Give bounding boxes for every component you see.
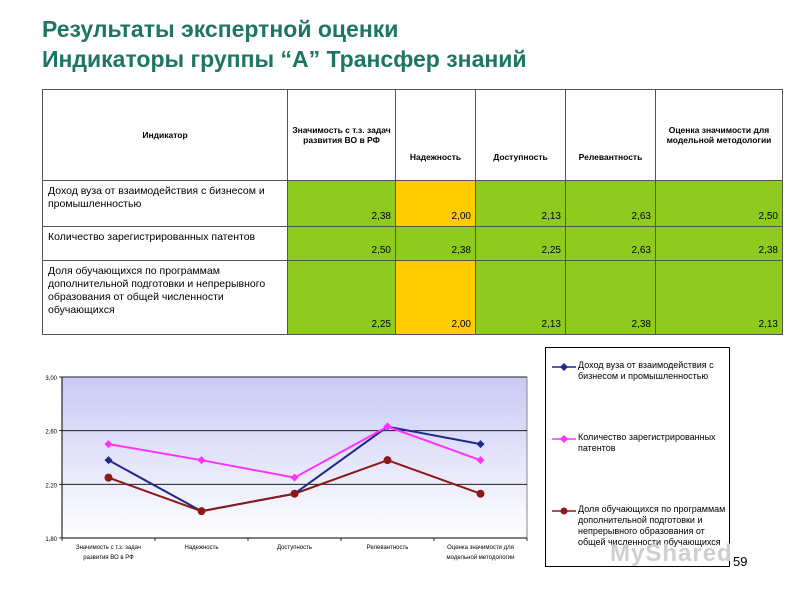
row-label: Доход вуза от взаимодействия с бизнесом … [42,180,288,227]
table-cell: 2,13 [475,260,566,335]
table-cell: 2,63 [565,226,656,261]
data-point [383,422,392,431]
legend-label: Количество зарегистрированных патентов [578,432,716,453]
table-row: Доля обучающихся по программам дополните… [42,260,783,335]
chart-legend: Доход вуза от взаимодействия с бизнесом … [545,347,730,567]
table-cell: 2,38 [287,180,396,227]
title-line-1: Результаты экспертной оценки [42,16,399,42]
column-header: Значимость с т.з. задач развития ВО в РФ [287,89,396,181]
table-cell: 2,38 [655,226,783,261]
table-cell: 2,13 [655,260,783,335]
table-cell: 2,50 [287,226,396,261]
table-cell: 2,63 [565,180,656,227]
x-tick-label: Релевантность [367,545,409,551]
data-point [197,456,206,465]
page-number: 59 [733,554,748,569]
table-row: Доход вуза от взаимодействия с бизнесом … [42,180,783,227]
legend-marker-circle-darkred [552,507,576,515]
slide-title: Результаты экспертной оценки Индикаторы … [42,14,782,74]
table-cell: 2,13 [475,180,566,227]
legend-label: Доход вуза от взаимодействия с бизнесом … [578,360,714,381]
indicator-table: Индикатор Значимость с т.з. задач развит… [42,89,783,335]
table-row: Количество зарегистрированных патентов 2… [42,226,783,261]
data-point [104,440,113,449]
plot-area [61,376,528,539]
watermark-logo: MyShared [610,540,733,567]
x-tick-label: развития ВО в РФ [83,555,134,561]
data-point [476,456,485,465]
x-tick-label: модельной методологии [447,554,515,561]
table-header-row: Индикатор Значимость с т.з. задач развит… [42,89,783,181]
table-cell: 2,38 [395,226,476,261]
y-tick-label: 2,60 [45,430,57,436]
row-label: Количество зарегистрированных патентов [42,226,288,261]
table-cell: 2,25 [287,260,396,335]
table-cell: 2,00 [395,260,476,335]
data-point [476,489,485,498]
legend-marker-diamond-magenta [552,435,576,443]
column-header: Релевантность [565,89,656,181]
data-point [290,489,299,498]
column-header: Оценка значимости для модельной методоло… [655,89,783,181]
data-point [290,473,299,482]
x-tick-label: Надежность [185,545,219,551]
y-tick-label: 2,20 [45,483,57,489]
row-label: Доля обучающихся по программам дополните… [42,260,288,335]
table-cell: 2,38 [565,260,656,335]
table-cell: 2,00 [395,180,476,227]
line-chart: 1,80 2,20 2,60 3,00 Значимость с т.з. задач р… [25,350,535,575]
column-header: Индикатор [42,89,288,181]
legend-marker-diamond-navy [552,363,576,371]
title-line-2: Индикаторы группы “А” Трансфер знаний [42,46,527,72]
data-point [197,507,206,516]
x-tick-label: Оценка значимости для [447,545,514,551]
column-header: Надежность [395,89,476,181]
data-point [383,456,392,465]
data-point [104,473,113,482]
legend-label: Доля обучающихся по программам дополните… [578,504,726,547]
data-point [104,456,113,465]
x-tick-label: Доступность [277,545,312,551]
table-cell: 2,50 [655,180,783,227]
y-tick-label: 3,00 [45,376,57,382]
line-chart-svg: 1,80 2,20 2,60 3,00 Значимость с т.з. задач р… [45,376,528,561]
x-tick-label: Значимость с т.з. задач [76,545,141,551]
table-cell: 2,25 [475,226,566,261]
data-point [476,440,485,449]
column-header: Доступность [475,89,566,181]
y-tick-label: 1,80 [45,537,57,543]
